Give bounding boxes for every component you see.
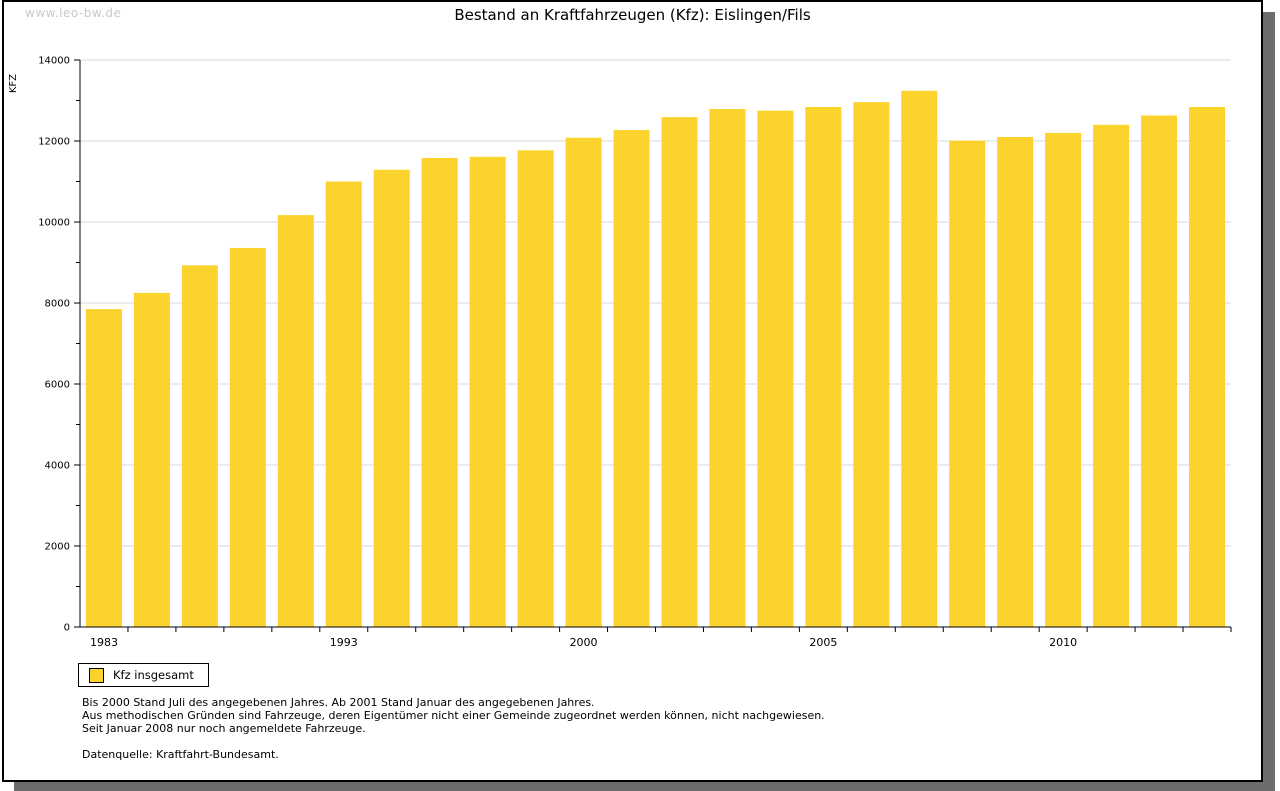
bar-chart: 0 2000 4000 6000 8000 10000 12000 14000 1983 1993…	[8, 56, 1232, 649]
y-tick-label: 6000	[45, 380, 70, 391]
bar	[325, 181, 362, 627]
x-tick-label: 2000	[570, 636, 598, 649]
footnote-line: Seit Januar 2008 nur noch angemeldete Fa…	[82, 722, 366, 735]
bar	[469, 156, 506, 628]
bar	[709, 109, 746, 627]
x-tick-label: 2005	[809, 636, 837, 649]
bar	[997, 136, 1034, 627]
y-tick-label: 4000	[45, 461, 70, 472]
bar	[901, 90, 938, 627]
data-source: Datenquelle: Kraftfahrt-Bundesamt.	[82, 748, 279, 761]
bar	[949, 140, 986, 627]
chart-frame: www.leo-bw.de Bestand an Kraftfahrzeugen…	[2, 0, 1263, 782]
legend-swatch-icon	[89, 667, 104, 683]
bar	[853, 102, 890, 628]
watermark: www.leo-bw.de	[25, 6, 122, 20]
bar	[1045, 132, 1082, 627]
bar	[805, 106, 842, 628]
y-tick-label: 8000	[45, 299, 70, 310]
bar	[133, 292, 170, 627]
y-tick-label: 0	[64, 623, 70, 634]
chart-title: Bestand an Kraftfahrzeugen (Kfz): Eislin…	[454, 6, 811, 24]
y-tick-label: 2000	[45, 542, 70, 553]
bar	[1141, 115, 1178, 628]
bar	[421, 158, 458, 627]
bar	[181, 265, 218, 627]
bar	[517, 150, 554, 627]
legend: Kfz insgesamt	[78, 663, 209, 687]
footnote-line: Bis 2000 Stand Juli des angegebenen Jahr…	[82, 696, 595, 709]
bar	[373, 169, 410, 627]
x-tick-label: 1993	[330, 636, 358, 649]
y-tick-label: 10000	[38, 218, 70, 229]
bar	[1093, 124, 1130, 628]
y-tick-label: 12000	[38, 137, 70, 148]
bar	[229, 247, 266, 628]
bar	[85, 309, 122, 627]
bar	[661, 117, 698, 627]
x-tick-label: 2010	[1049, 636, 1077, 649]
bar	[757, 110, 794, 627]
legend-label: Kfz insgesamt	[113, 668, 194, 682]
bar	[565, 137, 602, 627]
x-tick-label: 1983	[90, 636, 118, 649]
y-axis-title: KFZ	[8, 74, 19, 93]
y-tick-label: 14000	[38, 56, 70, 67]
bar	[613, 130, 650, 627]
bar	[277, 215, 314, 628]
footnotes: Bis 2000 Stand Juli des angegebenen Jahr…	[82, 696, 825, 735]
bar	[1189, 106, 1226, 628]
footnote-line: Aus methodischen Gründen sind Fahrzeuge,…	[82, 709, 825, 722]
